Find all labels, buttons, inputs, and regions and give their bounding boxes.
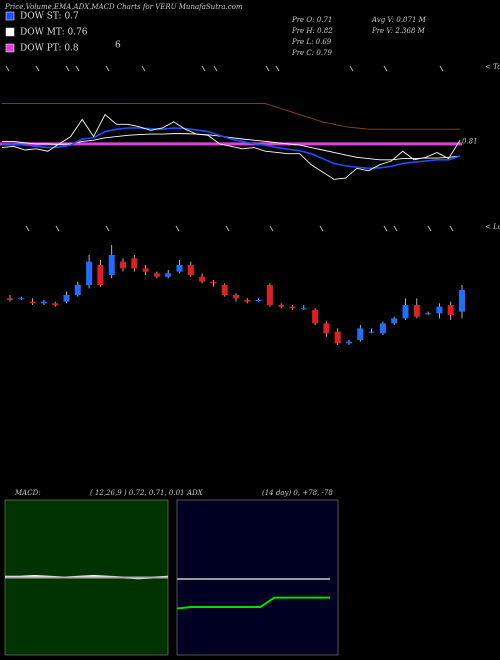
candle-body [402,305,409,319]
candle-body [244,300,251,302]
legend-swatch [5,11,15,21]
candle-body [63,295,70,302]
tops-label: < Tops [485,63,500,71]
title: Price,Volume,EMA,ADX,MACD Charts for VER… [4,3,243,11]
candle-body [459,290,465,312]
legend-swatch [5,43,15,53]
candle-body [142,268,149,272]
adx-panel [176,499,339,656]
candle-body [357,328,364,340]
panel-title: ADX [186,489,204,497]
candle-body [120,261,126,269]
candle-body [312,310,319,324]
price-line [1,113,461,180]
candle-body [165,273,172,277]
price-line [2,133,461,161]
signal-marks [5,65,454,232]
indicator-line [176,596,330,610]
candle-body [233,295,239,299]
last-value: 0.81 [462,137,478,145]
candle-body [187,265,194,275]
volume: Pre V: 2.368 M [371,27,426,35]
candle-body [29,301,36,304]
candle-body [131,258,138,269]
candle-body [334,331,341,344]
panel-subtitle: ( 12,26,9 ) 0.72, 0.71, 0.01 [90,489,185,497]
note: 6 [115,41,121,51]
candle-body [266,285,273,305]
candle-body [368,331,375,333]
candle-body [74,285,81,295]
candle-body [346,341,352,344]
price-line [2,127,461,170]
candle-body [7,298,13,300]
lows-label: < Lows [485,223,500,231]
stat: Pre O: 0.71 [291,16,332,24]
candle-body [108,255,115,275]
candle-body [323,323,330,334]
candle-body [413,305,420,317]
legend-label: DOW MT: 0.76 [20,28,88,38]
candle-body [153,273,160,277]
candle-body [447,305,454,315]
candle-body [300,308,307,310]
candle-body [18,298,25,300]
panel-subtitle: (14 day) 0, +78, -78 [262,489,333,497]
candle-body [425,313,432,315]
candle-body [255,300,262,301]
stat: Pre L: 0.69 [291,38,332,46]
candle-body [221,285,228,295]
dow-pt-line [0,142,462,146]
panel-title: MACD: [14,489,41,497]
volume: Avg V: 0.071 M [371,16,427,24]
candle-body [210,281,217,284]
candle-body [436,306,443,314]
price-line [2,103,460,130]
candle-body [40,301,47,304]
legend-label: DOW ST: 0.7 [20,12,79,22]
candle-body [97,265,104,285]
candle-body [86,261,93,285]
candle-body [391,318,398,324]
candle-body [176,265,183,272]
candle-body [379,323,386,334]
legend-swatch [5,27,15,37]
candle-body [278,305,285,307]
stat: Pre C: 0.79 [291,49,332,57]
legend-label: DOW PT: 0.8 [20,44,79,54]
candle-body [199,276,206,282]
stat: Pre H: 0.82 [291,27,333,35]
candle-body [289,306,296,309]
candle-body [52,303,59,305]
